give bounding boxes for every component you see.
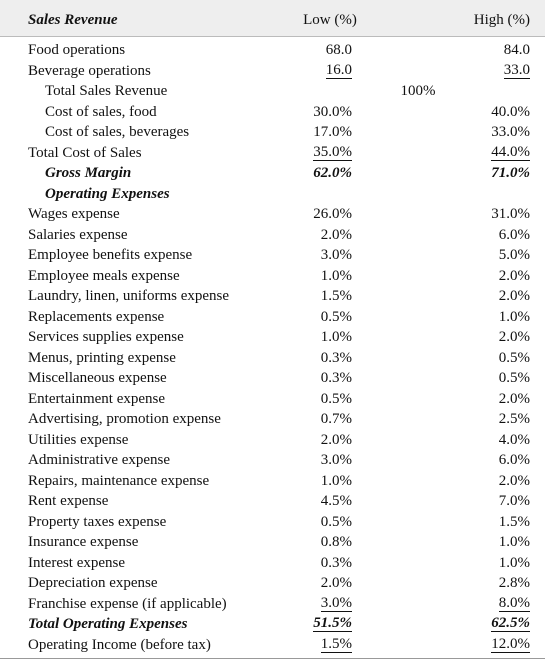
row-label: Interest expense (28, 554, 126, 571)
high-value: 7.0% (498, 493, 530, 509)
high-value: 2.0% (498, 267, 530, 284)
high-value: 31.0% (491, 206, 530, 222)
row-label: Beverage operations (28, 62, 151, 79)
row-label: Administrative expense (28, 452, 171, 468)
row-label: Total Operating Expenses (28, 616, 188, 632)
low-value: 51.5% (313, 615, 352, 632)
low-value: 0.8% (320, 534, 352, 550)
row-label: Menus, printing expense (28, 349, 176, 366)
low-value: 1.5% (320, 635, 352, 653)
low-value: 26.0% (313, 206, 352, 222)
high-value: 40.0% (491, 103, 530, 120)
low-value: 0.3% (320, 370, 352, 386)
high-value: 8.0% (498, 594, 530, 612)
row-label: Replacements expense (28, 308, 165, 325)
low-value: 0.3% (320, 349, 352, 366)
high-value: 2.0% (498, 390, 530, 407)
middle-value: 100% (400, 83, 436, 99)
row-label: Insurance expense (28, 534, 139, 550)
high-value: 5.0% (498, 247, 530, 263)
header-low: Low (%) (303, 12, 357, 28)
low-value: 1.0% (320, 472, 352, 489)
row-label: Cost of sales, beverages (45, 124, 190, 140)
row-label: Food operations (28, 42, 126, 58)
row-label: Employee meals expense (28, 267, 180, 284)
low-value: 0.7% (320, 411, 352, 427)
high-value: 62.5% (491, 615, 530, 632)
high-value: 2.8% (498, 575, 530, 591)
low-value: 17.0% (313, 124, 352, 140)
low-value: 16.0 (325, 61, 352, 79)
row-label: Services supplies expense (28, 329, 184, 345)
high-value: 2.5% (498, 411, 530, 427)
high-value: 33.0% (491, 124, 530, 140)
high-value: 2.0% (498, 472, 530, 489)
high-value: 0.5% (498, 370, 530, 386)
row-label: Wages expense (28, 206, 120, 222)
high-value: 0.5% (498, 349, 530, 366)
header-label: Sales Revenue (28, 12, 118, 28)
row-label: Franchise expense (if applicable) (28, 595, 227, 612)
low-value: 4.5% (320, 493, 352, 509)
high-value: 6.0% (498, 452, 530, 468)
high-value: 6.0% (498, 226, 530, 243)
high-value: 4.0% (498, 431, 530, 448)
low-value: 3.0% (320, 247, 352, 263)
high-value: 2.0% (498, 329, 530, 345)
row-label: Advertising, promotion expense (28, 411, 221, 427)
row-label: Property taxes expense (28, 513, 167, 530)
low-value: 2.0% (320, 226, 352, 243)
row-label: Rent expense (28, 493, 109, 509)
low-value: 2.0% (320, 575, 352, 591)
high-value: 33.0 (503, 61, 530, 79)
row-label: Cost of sales, food (45, 103, 157, 120)
low-value: 0.5% (320, 513, 352, 530)
high-value: 1.0% (498, 308, 530, 325)
low-value: 1.0% (320, 267, 352, 284)
row-label: Gross Margin (45, 165, 132, 181)
row-label: Depreciation expense (28, 575, 158, 591)
high-value: 12.0% (491, 635, 530, 653)
row-label: Entertainment expense (28, 390, 166, 407)
low-value: 0.5% (320, 308, 352, 325)
row-label: Operating Expenses (45, 185, 170, 202)
low-value: 3.0% (320, 452, 352, 468)
high-value: 2.0% (498, 288, 530, 304)
low-value: 0.5% (320, 390, 352, 407)
low-value: 1.5% (320, 288, 352, 304)
low-value: 62.0% (313, 165, 352, 181)
high-value: 71.0% (491, 165, 530, 181)
row-label: Total Sales Revenue (45, 83, 168, 99)
low-value: 35.0% (313, 143, 352, 161)
row-label: Salaries expense (28, 226, 128, 243)
high-value: 1.0% (498, 534, 530, 550)
high-value: 44.0% (491, 143, 530, 161)
low-value: 68.0 (325, 42, 352, 58)
low-value: 0.3% (320, 554, 352, 571)
low-value: 3.0% (320, 594, 352, 612)
row-label: Repairs, maintenance expense (28, 472, 210, 489)
row-label: Miscellaneous expense (28, 370, 167, 386)
high-value: 1.5% (498, 513, 530, 530)
header-high: High (%) (473, 12, 530, 28)
header-row: Sales Revenue Low (%) High (%) (0, 0, 545, 37)
high-value: 84.0 (503, 42, 530, 58)
row-label: Laundry, linen, uniforms expense (28, 288, 230, 304)
low-value: 30.0% (313, 103, 352, 120)
row-label: Employee benefits expense (28, 247, 193, 263)
high-value: 1.0% (498, 554, 530, 571)
row-label: Total Cost of Sales (28, 144, 142, 161)
row-label: Operating Income (before tax) (28, 636, 211, 653)
bottom-rule (0, 658, 545, 659)
low-value: 2.0% (320, 431, 352, 448)
low-value: 1.0% (320, 329, 352, 345)
row-label: Utilities expense (28, 431, 129, 448)
